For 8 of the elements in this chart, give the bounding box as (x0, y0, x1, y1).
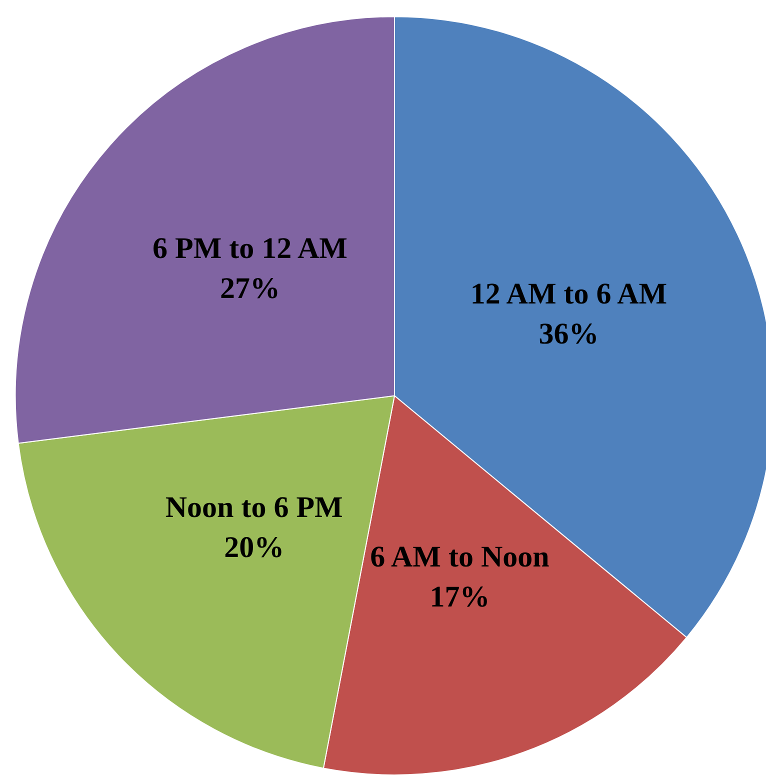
slice-label: 6 AM to Noon (370, 540, 550, 574)
data-label: 20% (224, 531, 284, 564)
data-label: 17% (430, 580, 490, 614)
data-label: 36% (538, 317, 599, 350)
slice-label: Noon to 6 PM (165, 491, 343, 524)
slice-label: 6 PM to 12 AM (152, 232, 348, 265)
slice-label: 12 AM to 6 AM (470, 277, 668, 310)
data-label: 27% (220, 272, 280, 305)
